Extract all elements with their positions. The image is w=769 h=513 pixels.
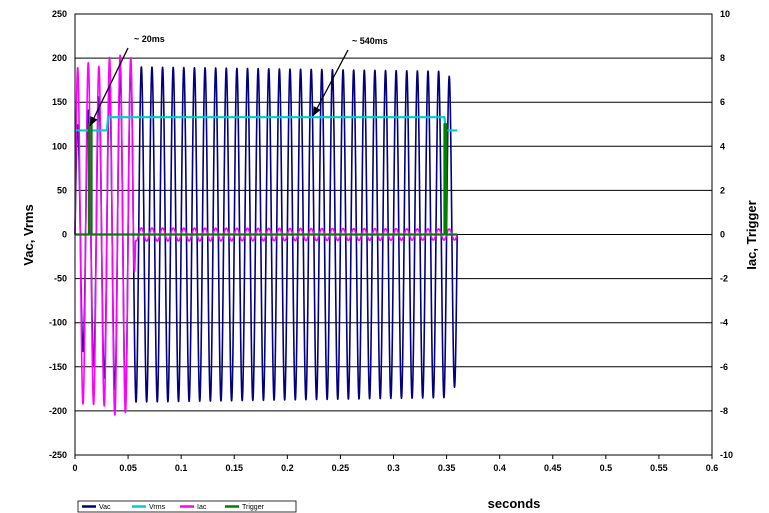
x-tick-8: 0.4	[493, 463, 506, 473]
y-tick-right-8: 6	[720, 97, 725, 107]
series-vrms	[75, 116, 458, 132]
annotation-layer: ~ 20ms ~ 540ms	[89, 34, 388, 127]
annotation-arrow-line-0	[89, 47, 129, 127]
y-tick-left-9: 200	[52, 53, 67, 63]
y-tick-right-6: 2	[720, 185, 725, 195]
y-tick-right-1: -8	[720, 406, 728, 416]
x-tick-12: 0.6	[706, 463, 719, 473]
x-tick-5: 0.25	[332, 463, 350, 473]
y-tick-right-5: 0	[720, 230, 725, 240]
x-axis-title: seconds	[488, 496, 541, 511]
y-tick-left-7: 100	[52, 141, 67, 151]
y-tick-right-9: 8	[720, 53, 725, 63]
annotation-arrow-line-1	[312, 49, 349, 117]
y-tick-left-6: 50	[57, 185, 67, 195]
legend-label-vrms: Vrms	[149, 504, 166, 511]
legend-label-vac: Vac	[99, 504, 111, 511]
y-tick-left-4: -50	[54, 274, 67, 284]
y-tick-right-3: -4	[720, 318, 728, 328]
annotation-label-1: ~ 540ms	[352, 36, 388, 46]
x-tick-9: 0.45	[544, 463, 562, 473]
legend-label-trigger: Trigger	[242, 504, 265, 511]
annotation-arrowhead-0	[90, 116, 98, 126]
series-trigger	[75, 123, 458, 236]
y-tick-right-2: -6	[720, 362, 728, 372]
y-tick-right-7: 4	[720, 141, 725, 151]
x-tick-1: 0.05	[119, 463, 137, 473]
y-tick-left-5: 0	[62, 230, 67, 240]
legend-label-iac: Iac	[197, 504, 207, 511]
legend: Vac Vrms Iac Trigger	[77, 500, 297, 513]
y-axis-title-right: Iac, Trigger	[744, 200, 759, 269]
y-tick-left-2: -150	[49, 362, 67, 372]
y-tick-right-4: -2	[720, 274, 728, 284]
annotation-label-0: ~ 20ms	[134, 34, 165, 44]
x-tick-4: 0.2	[281, 463, 294, 473]
annotation-arrowhead-1	[313, 106, 321, 116]
x-tick-10: 0.5	[600, 463, 613, 473]
x-tick-6: 0.3	[387, 463, 400, 473]
series-layer	[74, 54, 458, 416]
y-tick-left-8: 150	[52, 97, 67, 107]
x-tick-2: 0.1	[175, 463, 188, 473]
y-tick-right-0: -10	[720, 450, 733, 460]
y-tick-left-1: -200	[49, 406, 67, 416]
x-tick-11: 0.55	[650, 463, 668, 473]
x-tick-3: 0.15	[225, 463, 243, 473]
y-axis-title-left: Vac, Vrms	[21, 204, 36, 265]
y-tick-left-0: -250	[49, 450, 67, 460]
x-tick-0: 0	[72, 463, 77, 473]
y-tick-left-3: -100	[49, 318, 67, 328]
y-tick-left-10: 250	[52, 9, 67, 19]
y-tick-right-10: 10	[720, 9, 730, 19]
tick-layer: -250-200-150-100-50050100150200250-10-8-…	[49, 9, 733, 473]
x-tick-7: 0.35	[438, 463, 456, 473]
